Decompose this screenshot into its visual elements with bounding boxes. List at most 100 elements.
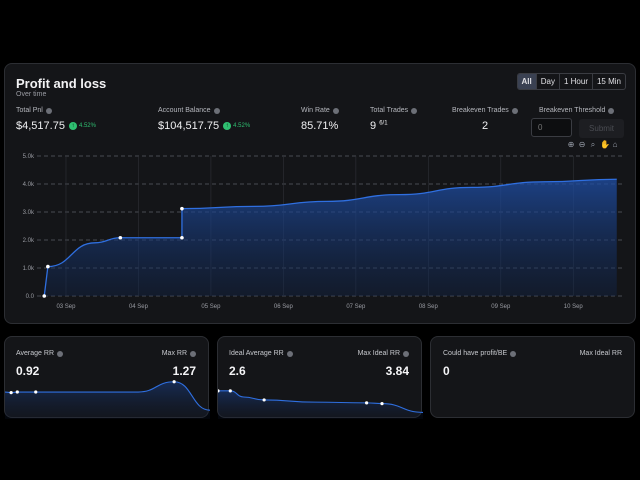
ideal-average-rr-label: Ideal Average RR [229, 350, 284, 357]
stat-label: Account Balance [158, 107, 211, 114]
pnl-data-point[interactable] [180, 206, 184, 211]
stat-label: Breakeven Threshold [539, 107, 606, 114]
average-rr-label: Average RR [16, 350, 55, 357]
pan-icon[interactable]: ✋ [600, 140, 610, 149]
time-range-selector: All Day 1 Hour 15 Min [516, 73, 626, 90]
pnl-data-point[interactable] [180, 235, 184, 240]
max-ideal-rr-value: 3.84 [385, 364, 409, 378]
profit-and-loss-card: 0.0 1.0k 2.0k 3.0k 4.0k 5.0k 03 Sep 04 Sep 05 Se… [4, 63, 636, 324]
y-tick-label: 5.0k [23, 154, 35, 160]
mini-data-point[interactable] [172, 380, 176, 384]
mini-data-point[interactable] [9, 391, 13, 395]
mini-data-point[interactable] [15, 390, 19, 394]
x-tick-label: 04 Sep [129, 304, 149, 310]
max-ideal-rr-label: Max Ideal RR [579, 350, 622, 357]
breakeven-threshold-input[interactable] [531, 118, 572, 137]
y-tick-label: 4.0k [23, 182, 35, 188]
stat-value: $4,517.75 [16, 120, 65, 132]
stat-value: 85.71% [301, 120, 339, 132]
x-tick-label: 07 Sep [346, 304, 366, 310]
info-icon[interactable] [511, 107, 518, 114]
win-loss-ratio: 6/1 [379, 120, 388, 127]
max-rr-label: Max RR [161, 350, 187, 357]
info-icon[interactable] [45, 107, 52, 114]
ideal-rr-chart [218, 389, 423, 419]
pct-value: 4.52% [78, 123, 96, 129]
mini-data-point[interactable] [365, 401, 369, 405]
max-ideal-rr-label: Max Ideal RR [357, 350, 400, 357]
info-icon[interactable] [213, 107, 220, 114]
pct-badge: ↑ 4.52% [223, 122, 250, 130]
mini-area-fill [218, 390, 423, 419]
mini-data-point[interactable] [228, 389, 232, 393]
stat-value: 9 [370, 120, 377, 132]
stat-total-trades: Total Trades 9 6/1 [370, 107, 418, 132]
pnl-data-point[interactable] [46, 264, 50, 269]
stat-value: 2 [482, 120, 489, 132]
y-tick-label: 2.0k [23, 238, 35, 244]
info-icon[interactable] [403, 350, 409, 357]
range-15-min-button[interactable]: 15 Min [596, 77, 621, 86]
pnl-data-point[interactable] [118, 235, 123, 240]
x-tick-label: 09 Sep [491, 304, 511, 310]
info-icon[interactable] [190, 350, 196, 357]
y-tick-label: 3.0k [23, 210, 35, 216]
mini-data-point[interactable] [380, 402, 384, 406]
submit-button[interactable]: Submit [579, 119, 624, 138]
info-icon[interactable] [57, 350, 64, 357]
pnl-series-line [43, 178, 617, 297]
info-icon[interactable] [332, 107, 339, 114]
x-tick-label: 10 Sep [564, 304, 584, 310]
max-rr-value: 1.27 [172, 364, 196, 378]
pnl-data-point[interactable] [42, 294, 47, 298]
x-tick-label: 06 Sep [274, 304, 294, 310]
stat-account-balance: Account Balance $104,517.75 ↑ 4.52% [158, 107, 250, 132]
x-tick-label: 05 Sep [201, 304, 221, 310]
mini-data-point[interactable] [218, 389, 220, 393]
stat-value: $104,517.75 [158, 120, 220, 132]
arrow-up-icon: ↑ [223, 122, 232, 130]
range-day-button[interactable]: Day [537, 74, 560, 89]
x-tick-label: 08 Sep [419, 304, 439, 310]
stat-breakeven-threshold: Breakeven Threshold [539, 107, 615, 114]
average-rr-card: Average RR 0.92 Max RR 1.27 [4, 336, 210, 419]
stat-label: Total Trades [370, 107, 409, 114]
pnl-area-fill [44, 179, 617, 296]
average-rr-value: 0.92 [16, 364, 40, 378]
stat-label: Total Pnl [16, 107, 43, 114]
page-subtitle: Over time [16, 91, 47, 98]
stat-breakeven-trades: Breakeven Trades 2 [452, 107, 518, 132]
zoom-in-icon[interactable]: ⊕ [567, 140, 575, 149]
info-icon[interactable] [286, 350, 293, 357]
ideal-average-rr-value: 2.6 [229, 364, 246, 378]
stat-win-rate: Win Rate 85.71% [301, 107, 339, 132]
could-have-profit-value: 0 [443, 364, 450, 378]
mini-area-fill [5, 381, 210, 419]
pct-badge: ↑ 4.52% [68, 122, 96, 130]
pnl-area-chart: 0.0 1.0k 2.0k 3.0k 4.0k 5.0k 03 Sep 04 Sep 05 Se… [23, 154, 624, 310]
could-have-profit-card: Could have profit/BE 0 Max Ideal RR [430, 336, 635, 418]
magnify-icon[interactable]: ⌕ [590, 140, 596, 149]
range-all-button[interactable]: All [517, 74, 537, 89]
y-tick-label: 0.0 [26, 294, 35, 300]
zoom-out-icon[interactable]: ⊖ [578, 140, 586, 149]
page-title: Profit and loss [16, 76, 107, 91]
mini-data-point[interactable] [262, 398, 266, 402]
average-rr-chart [5, 380, 210, 419]
stat-label: Breakeven Trades [452, 107, 509, 114]
ideal-rr-card: Ideal Average RR 2.6 Max Ideal RR 3.84 [217, 336, 423, 419]
stat-label: Win Rate [301, 107, 330, 114]
chart-toolbar: ⊕ ⊖ ⌕ ✋ ⌂ [567, 141, 619, 149]
info-icon[interactable] [411, 107, 418, 114]
could-have-profit-label: Could have profit/BE [443, 350, 508, 357]
mini-series-line [5, 381, 210, 411]
info-icon[interactable] [608, 107, 615, 114]
stat-total-pnl: Total Pnl $4,517.75 ↑ 4.52% [16, 107, 96, 132]
x-tick-label: 03 Sep [56, 304, 76, 310]
y-tick-label: 1.0k [23, 266, 35, 272]
mini-data-point[interactable] [34, 390, 38, 394]
info-icon[interactable] [510, 350, 517, 357]
home-icon[interactable]: ⌂ [612, 140, 618, 149]
pct-value: 4.52% [233, 123, 251, 129]
range-1-hour-button[interactable]: 1 Hour [560, 74, 593, 89]
